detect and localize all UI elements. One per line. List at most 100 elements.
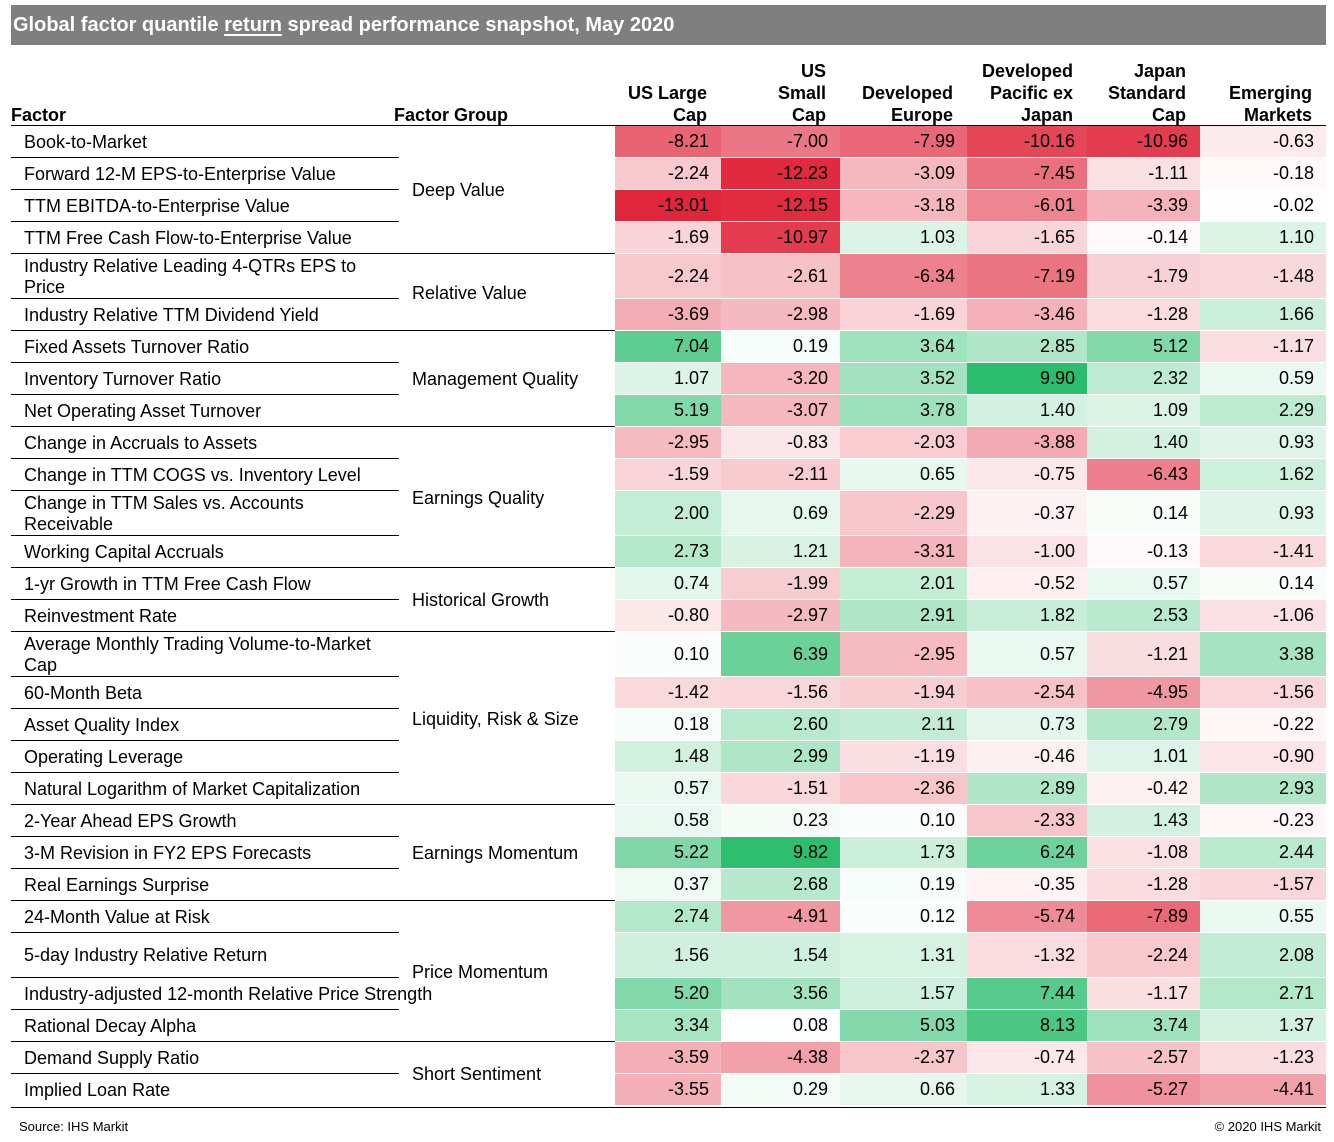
factor-name: 1-yr Growth in TTM Free Cash Flow	[24, 573, 311, 594]
value-cell: -2.24	[1087, 933, 1200, 977]
value-cell: 1.56	[615, 933, 721, 977]
value-cell: -2.24	[615, 158, 721, 189]
group-divider	[11, 567, 615, 568]
factor-row-divider	[11, 535, 399, 536]
value-cell: -0.42	[1087, 773, 1200, 804]
factor-name: Reinvestment Rate	[24, 605, 178, 626]
value-cell: -2.37	[840, 1042, 967, 1073]
value-cell: -1.08	[1087, 837, 1200, 868]
value-cell: 9.82	[721, 837, 840, 868]
group-divider	[11, 426, 615, 427]
column-header: Developed Pacific ex Japan	[967, 60, 1073, 126]
value-cell: -2.54	[967, 677, 1087, 708]
value-cell: -0.83	[721, 427, 840, 458]
value-cell: 1.40	[967, 395, 1087, 426]
group-divider	[11, 1041, 615, 1042]
column-header: Developed Europe	[840, 82, 953, 126]
column-header-line: Developed	[981, 61, 1073, 81]
value-cell: 5.19	[615, 395, 721, 426]
value-cell: -1.79	[1087, 254, 1200, 298]
title-text-underlined: return	[224, 14, 282, 36]
factor-group-label: Earnings Momentum	[412, 843, 579, 863]
column-header-line: Pacific ex	[989, 83, 1073, 103]
header-rule	[11, 125, 1326, 126]
factor-group-label: Liquidity, Risk & Size	[412, 708, 579, 729]
value-cell: -2.29	[840, 491, 967, 535]
value-cell: -3.69	[615, 299, 721, 330]
factor-name: Fixed Assets Turnover Ratio	[24, 336, 250, 357]
value-cell: 0.65	[840, 459, 967, 490]
factor-name: Natural Logarithm of Market Capitalizati…	[24, 778, 361, 799]
value-cell: 1.33	[967, 1074, 1087, 1105]
value-cell: -0.90	[1200, 741, 1326, 772]
value-cell: 0.69	[721, 491, 840, 535]
column-header-line: US	[800, 61, 826, 81]
value-cell: 3.78	[840, 395, 967, 426]
value-cell: -1.59	[615, 459, 721, 490]
value-cell: -8.21	[615, 126, 721, 157]
value-cell: 3.52	[840, 363, 967, 394]
group-divider	[11, 253, 615, 254]
value-cell: -1.28	[1087, 299, 1200, 330]
value-cell: -1.42	[615, 677, 721, 708]
value-cell: -1.00	[967, 536, 1087, 567]
value-cell: -3.39	[1087, 190, 1200, 221]
value-cell: -0.02	[1200, 190, 1326, 221]
value-cell: 2.53	[1087, 600, 1200, 631]
value-cell: -0.18	[1200, 158, 1326, 189]
column-header-line: Europe	[890, 105, 953, 125]
value-cell: 0.59	[1200, 363, 1326, 394]
value-cell: -2.61	[721, 254, 840, 298]
factor-group-label: Earnings Quality	[412, 487, 545, 508]
value-cell: -1.51	[721, 773, 840, 804]
value-cell: -3.18	[840, 190, 967, 221]
value-cell: 1.62	[1200, 459, 1326, 490]
value-cell: -4.38	[721, 1042, 840, 1073]
source-note: Source: IHS Markit	[19, 1119, 129, 1134]
factor-row-divider	[11, 490, 399, 491]
group-divider	[11, 804, 615, 805]
value-cell: -6.43	[1087, 459, 1200, 490]
value-cell: -0.35	[967, 869, 1087, 900]
value-cell: -1.21	[1087, 632, 1200, 676]
value-cell: 2.85	[967, 331, 1087, 362]
value-cell: -1.94	[840, 677, 967, 708]
value-cell: -1.17	[1087, 978, 1200, 1009]
value-cell: 0.55	[1200, 901, 1326, 932]
column-header-line: Japan	[1133, 61, 1186, 81]
value-cell: -0.22	[1200, 709, 1326, 740]
column-header-line: Japan	[1020, 105, 1073, 125]
value-cell: 1.43	[1087, 805, 1200, 836]
column-header: US Large Cap	[615, 82, 707, 126]
value-cell: 5.12	[1087, 331, 1200, 362]
value-cell: -7.89	[1087, 901, 1200, 932]
value-cell: -0.13	[1087, 536, 1200, 567]
column-header-line: Small	[777, 83, 826, 103]
value-cell: -6.34	[840, 254, 967, 298]
value-cell: 2.73	[615, 536, 721, 567]
value-cell: -2.33	[967, 805, 1087, 836]
factor-row-divider	[11, 740, 399, 741]
value-cell: 0.19	[721, 331, 840, 362]
value-cell: -4.41	[1200, 1074, 1326, 1105]
table-header: Factor Factor Group US Large Cap US Small Ca…	[0, 0, 1334, 128]
value-cell: 8.13	[967, 1010, 1087, 1041]
value-cell: 5.03	[840, 1010, 967, 1041]
column-header: US Small Cap	[721, 60, 826, 126]
value-cell: -2.95	[840, 632, 967, 676]
value-cell: 3.56	[721, 978, 840, 1009]
factor-name: 5-day Industry Relative Return	[24, 945, 268, 965]
value-cell: -2.24	[615, 254, 721, 298]
column-header-line: Cap	[1151, 105, 1186, 125]
factor-name: Inventory Turnover Ratio	[24, 368, 222, 389]
column-header: Emerging Markets	[1200, 82, 1312, 126]
value-cell: -0.75	[967, 459, 1087, 490]
value-cell: 2.11	[840, 709, 967, 740]
value-cell: 2.08	[1200, 933, 1326, 977]
factor-row-divider	[11, 1009, 399, 1010]
value-cell: -7.19	[967, 254, 1087, 298]
column-header-line: Markets	[1243, 105, 1312, 125]
copyright-note: © 2020 IHS Markit	[1214, 1119, 1321, 1134]
value-cell: 0.74	[615, 568, 721, 599]
